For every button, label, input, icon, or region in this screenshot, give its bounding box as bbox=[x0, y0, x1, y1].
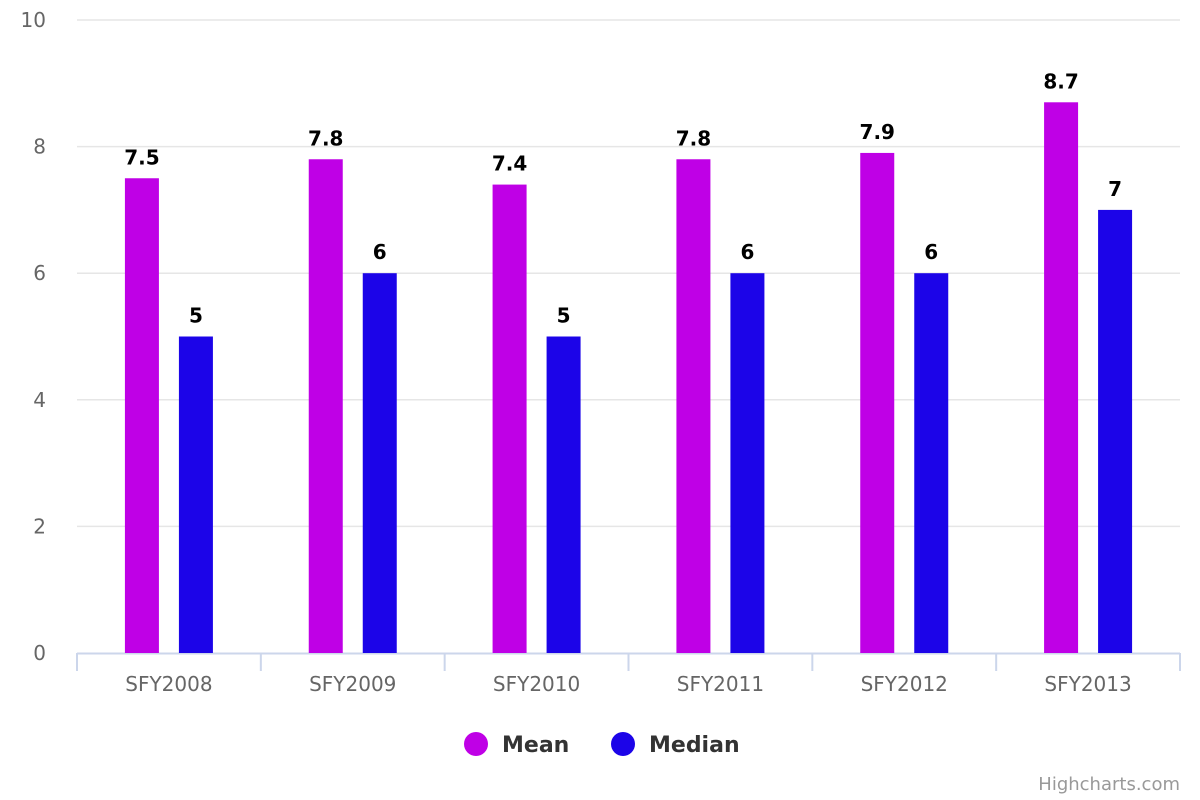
x-axis bbox=[76, 652, 1181, 671]
x-tick-label: SFY2011 bbox=[677, 672, 764, 696]
bar-median[interactable] bbox=[914, 273, 949, 653]
x-tick-label: SFY2012 bbox=[861, 672, 948, 696]
data-labels: 7.5 7.8 7.4 7.8 7.9 8.7 5 6 5 6 6 7 bbox=[124, 69, 1122, 327]
data-label: 8.7 bbox=[1043, 69, 1078, 93]
data-label: 5 bbox=[557, 304, 571, 328]
y-tick-label: 0 bbox=[33, 641, 46, 665]
x-axis-tick-labels: SFY2008 SFY2009 SFY2010 SFY2011 SFY2012 SFY20… bbox=[125, 672, 1131, 696]
x-tick-label: SFY2008 bbox=[125, 672, 212, 696]
data-label: 7.9 bbox=[860, 120, 895, 144]
y-tick-label: 2 bbox=[33, 514, 46, 538]
data-label: 6 bbox=[924, 240, 938, 264]
y-tick-label: 10 bbox=[21, 8, 46, 32]
x-tick-label: SFY2009 bbox=[309, 672, 396, 696]
data-label: 5 bbox=[189, 304, 203, 328]
bar-mean[interactable] bbox=[124, 178, 159, 653]
bar-mean[interactable] bbox=[492, 184, 527, 653]
bar-median[interactable] bbox=[362, 273, 397, 653]
data-label: 7.8 bbox=[676, 126, 711, 150]
legend-marker bbox=[611, 732, 635, 756]
data-label: 7.8 bbox=[308, 126, 343, 150]
legend-item-median[interactable]: Median bbox=[611, 732, 740, 758]
legend-label: Mean bbox=[502, 733, 569, 758]
legend-label: Median bbox=[649, 733, 740, 758]
data-label: 7.5 bbox=[124, 145, 159, 169]
bar-mean[interactable] bbox=[308, 159, 343, 653]
bar-median[interactable] bbox=[546, 336, 581, 654]
bar-median[interactable] bbox=[1098, 209, 1133, 653]
data-label: 7 bbox=[1108, 177, 1122, 201]
credits-link[interactable]: Highcharts.com bbox=[1038, 774, 1180, 795]
data-label: 7.4 bbox=[492, 152, 527, 176]
bar-median[interactable] bbox=[178, 336, 213, 654]
legend-item-mean[interactable]: Mean bbox=[464, 732, 569, 758]
bar-mean[interactable] bbox=[676, 159, 711, 653]
bar-median[interactable] bbox=[730, 273, 765, 653]
bars bbox=[124, 102, 1133, 654]
bar-mean[interactable] bbox=[1044, 102, 1079, 654]
legend-marker bbox=[464, 732, 488, 756]
y-axis-tick-labels: 0 2 4 6 8 10 bbox=[21, 8, 46, 665]
x-tick-label: SFY2013 bbox=[1044, 672, 1131, 696]
data-label: 6 bbox=[740, 240, 754, 264]
grid-lines bbox=[77, 19, 1180, 528]
bar-mean[interactable] bbox=[860, 152, 895, 653]
data-label: 6 bbox=[373, 240, 387, 264]
legend: Mean Median bbox=[464, 732, 740, 758]
y-tick-label: 4 bbox=[33, 388, 46, 412]
y-tick-label: 6 bbox=[33, 261, 46, 285]
y-tick-label: 8 bbox=[33, 135, 46, 159]
x-tick-label: SFY2010 bbox=[493, 672, 580, 696]
